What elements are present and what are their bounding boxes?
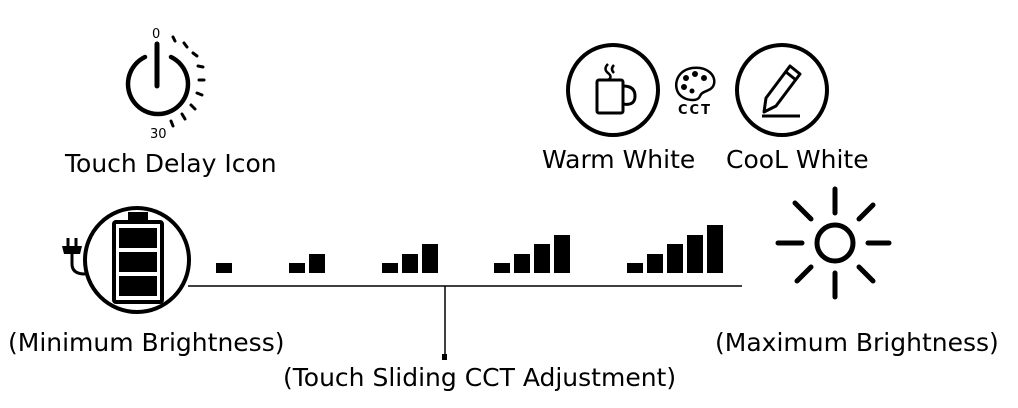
slider-pointer-tip bbox=[442, 354, 447, 360]
level-bar bbox=[514, 254, 530, 273]
minimum-brightness-label: (Minimum Brightness) bbox=[8, 328, 285, 357]
warm-white-label: Warm White bbox=[542, 145, 696, 174]
level-group-1 bbox=[216, 263, 232, 273]
level-bar bbox=[554, 235, 570, 273]
battery-plug-icon bbox=[62, 206, 191, 314]
palette-icon bbox=[674, 66, 716, 102]
brightness-level-bars bbox=[188, 225, 742, 360]
level-group-2 bbox=[289, 254, 325, 273]
level-bar bbox=[687, 235, 703, 273]
touch-sliding-label: (Touch Sliding CCT Adjustment) bbox=[283, 363, 677, 392]
delay-dial-bottom-label: 30 bbox=[150, 127, 167, 142]
level-group-4 bbox=[494, 235, 570, 273]
level-bar bbox=[402, 254, 418, 273]
cct-center-label: CCT bbox=[678, 103, 712, 118]
level-bar bbox=[289, 263, 305, 273]
level-bar bbox=[422, 244, 438, 273]
level-bar bbox=[216, 263, 232, 273]
sun-icon bbox=[775, 186, 892, 300]
power-icon bbox=[125, 35, 206, 128]
level-bar bbox=[707, 225, 723, 273]
level-bar bbox=[382, 263, 398, 273]
level-group-3 bbox=[382, 244, 438, 273]
pencil-icon bbox=[735, 43, 829, 137]
coffee-cup-icon bbox=[566, 43, 660, 137]
level-bar bbox=[534, 244, 550, 273]
level-bar bbox=[494, 263, 510, 273]
level-group-5 bbox=[627, 225, 723, 273]
level-bar bbox=[309, 254, 325, 273]
level-bar bbox=[667, 244, 683, 273]
level-bar bbox=[627, 263, 643, 273]
level-bar bbox=[647, 254, 663, 273]
cool-white-label: CooL White bbox=[726, 145, 869, 174]
delay-label: Touch Delay Icon bbox=[65, 149, 277, 178]
maximum-brightness-label: (Maximum Brightness) bbox=[715, 328, 999, 357]
delay-dial-top-label: 0 bbox=[152, 27, 161, 42]
